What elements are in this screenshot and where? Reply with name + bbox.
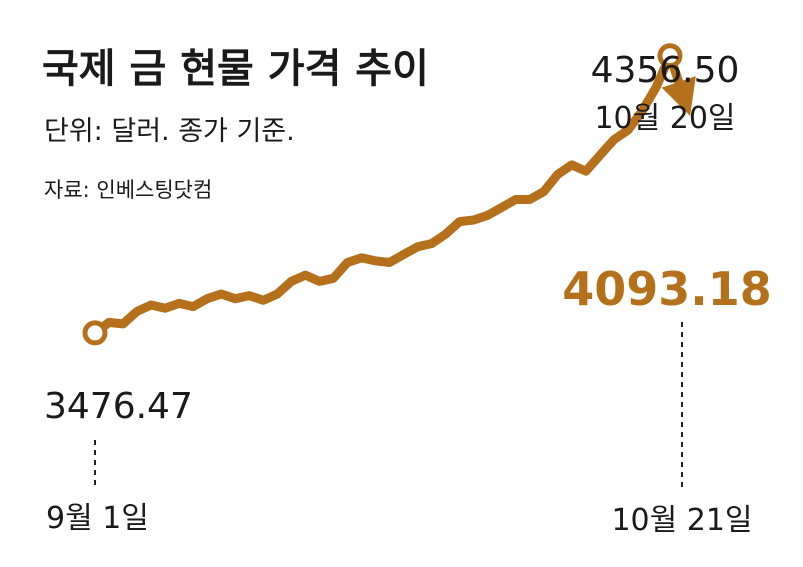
peak-value-label: 4356.50 xyxy=(591,50,740,91)
peak-date-label: 10월 20일 xyxy=(594,101,735,136)
series-layer xyxy=(82,43,696,346)
end-date-label: 10월 21일 xyxy=(611,503,752,538)
peak-point-marker xyxy=(657,43,683,69)
chart-title: 국제 금 현물 가격 추이 xyxy=(42,46,429,92)
price-series-line xyxy=(90,51,675,338)
chart-source: 자료: 인베스팅닷컴 xyxy=(44,178,212,202)
end-value-label: 4093.18 xyxy=(562,262,772,316)
chart-subtitle: 단위: 달러. 종가 기준. xyxy=(44,116,295,147)
start-point-marker xyxy=(82,320,108,346)
start-value-label: 3476.47 xyxy=(44,386,193,427)
start-date-label: 9월 1일 xyxy=(46,501,149,536)
